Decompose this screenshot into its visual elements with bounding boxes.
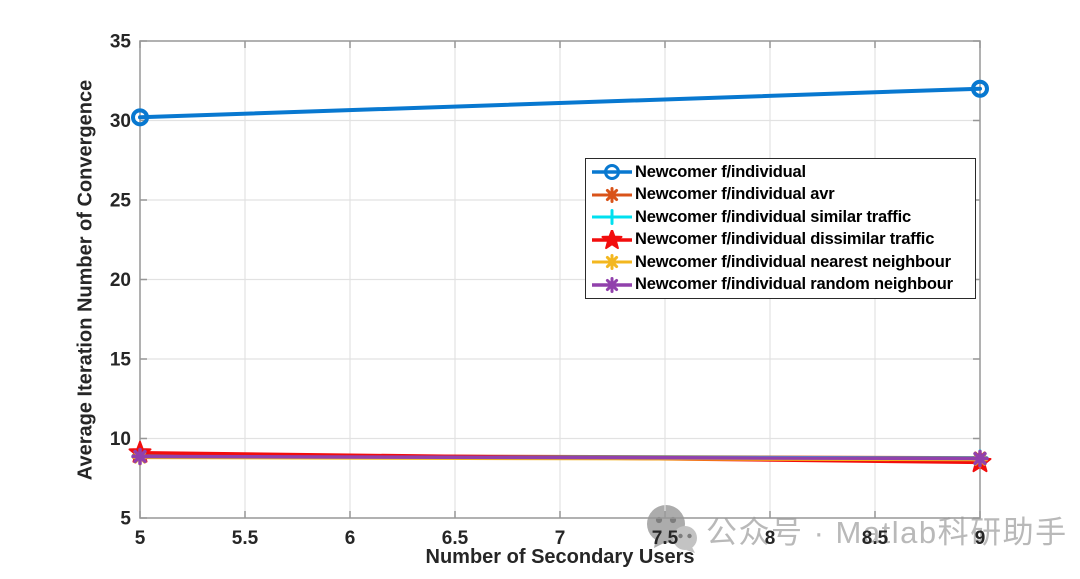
x-tick-label: 5 (135, 528, 146, 549)
series-line-5 (138, 454, 982, 461)
legend-item: Newcomer f/individual avr (591, 184, 975, 206)
y-tick-label: 30 (110, 111, 131, 132)
legend: Newcomer f/individual Newcomer f/individ… (585, 158, 976, 299)
marker-asterisk (605, 278, 619, 291)
legend-marker-star-icon (591, 228, 633, 250)
legend-marker-circle-icon (591, 162, 633, 182)
marker-circle (604, 164, 620, 181)
legend-label: Newcomer f/individual avr (635, 185, 835, 204)
marker-asterisk (605, 256, 619, 269)
marker-star (601, 228, 623, 249)
legend-label: Newcomer f/individual dissimilar traffic (635, 230, 935, 249)
x-tick-label: 5.5 (232, 528, 259, 549)
legend-swatch-svg (592, 209, 632, 226)
marker-asterisk (973, 451, 987, 466)
legend-label: Newcomer f/individual nearest neighbour (635, 252, 951, 271)
legend-swatch-svg (592, 164, 632, 181)
marker-asterisk (605, 188, 619, 201)
legend-marker-asterisk-icon (591, 275, 633, 295)
legend-swatch-svg (592, 228, 632, 249)
marker-asterisk (133, 449, 147, 464)
legend-swatch-svg (592, 186, 632, 203)
x-tick-label: 6.5 (442, 528, 469, 549)
legend-item: Newcomer f/individual dissimilar traffic (591, 228, 975, 251)
marker-circle (131, 108, 149, 127)
y-tick-label: 35 (110, 32, 132, 53)
y-tick-label: 20 (110, 270, 131, 291)
legend-marker-plus-icon (591, 207, 633, 227)
legend-item: Newcomer f/individual random neighbour (591, 274, 975, 296)
legend-marker-asterisk-icon (591, 185, 633, 205)
marker-circle (971, 79, 989, 98)
legend-item: Newcomer f/individual nearest neighbour (591, 251, 975, 273)
series-line-0 (138, 86, 982, 120)
y-tick-label: 10 (110, 429, 131, 450)
y-tick-label: 25 (110, 191, 132, 212)
x-tick-label: 6 (345, 528, 356, 549)
x-axis-label: Number of Secondary Users (425, 546, 695, 568)
legend-marker-asterisk-icon (591, 252, 633, 272)
x-tick-label: 7 (555, 528, 566, 549)
legend-item: Newcomer f/individual similar traffic (591, 206, 975, 228)
legend-label: Newcomer f/individual (635, 162, 806, 181)
legend-swatch-svg (592, 254, 632, 271)
y-tick-label: 15 (110, 350, 132, 371)
x-tick-label: 9 (975, 528, 986, 549)
legend-item: Newcomer f/individual (591, 161, 975, 183)
x-tick-label: 8 (765, 528, 776, 549)
legend-label: Newcomer f/individual similar traffic (635, 207, 911, 226)
watermark-text: 公众号 · Matlab科研助手 (706, 514, 1068, 550)
x-tick-label: 8.5 (862, 528, 889, 549)
y-tick-label: 5 (120, 509, 131, 530)
x-tick-label: 7.5 (652, 528, 679, 549)
watermark: 公众号 · Matlab科研助手 (644, 504, 1068, 554)
legend-swatch-svg (592, 276, 632, 293)
legend-label: Newcomer f/individual random neighbour (635, 275, 953, 294)
